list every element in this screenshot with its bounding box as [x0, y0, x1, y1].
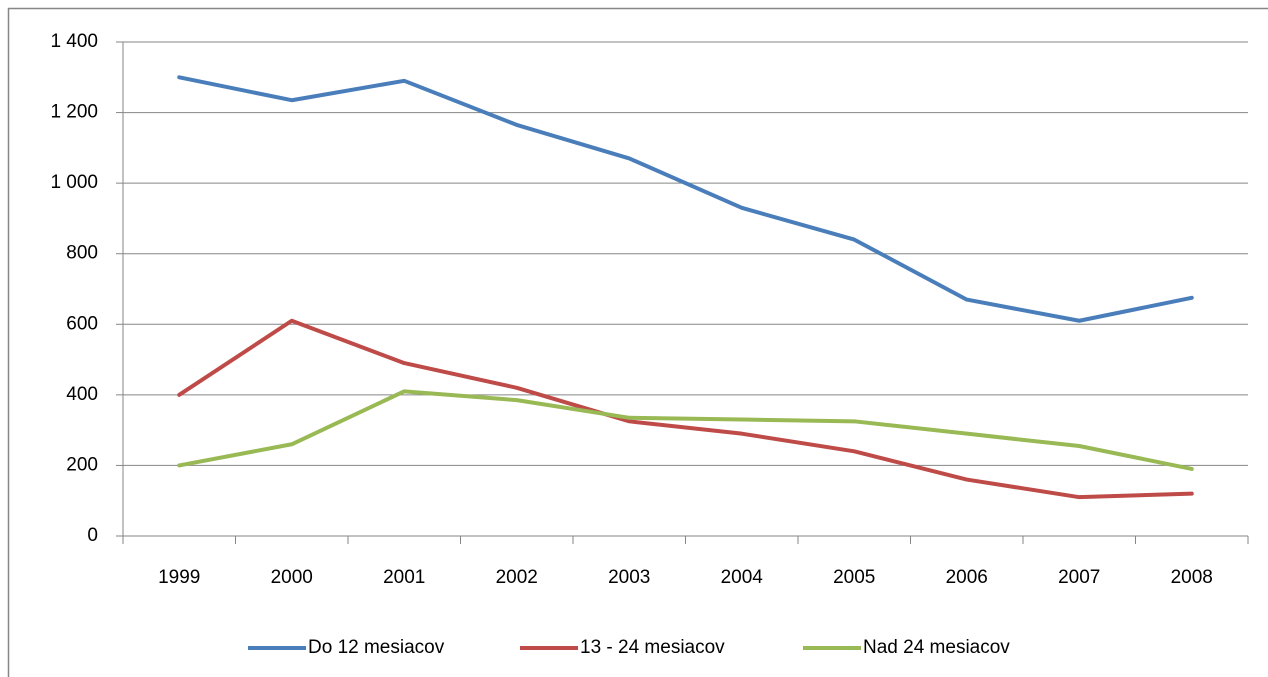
series-line — [177, 389, 1194, 471]
x-tick-label: 2007 — [1058, 567, 1100, 588]
y-tick-label: 1 000 — [50, 172, 98, 193]
legend-label: Nad 24 mesiacov — [863, 637, 1010, 658]
x-tick-label: 2004 — [721, 567, 764, 588]
chart-frame — [7, 7, 1268, 677]
x-tick-label: 2006 — [946, 567, 988, 588]
x-tick-label: 2001 — [383, 567, 425, 588]
x-tick-label: 2008 — [1171, 567, 1213, 588]
x-tick-label: 2003 — [608, 567, 650, 588]
y-tick-label: 0 — [87, 525, 98, 546]
y-tick-label: 1 200 — [50, 102, 98, 123]
y-tick-label: 200 — [66, 454, 98, 475]
x-tick-label: 2005 — [833, 567, 875, 588]
x-tick-label: 2000 — [271, 567, 313, 588]
series-line — [177, 75, 1194, 323]
y-tick-label: 800 — [66, 243, 98, 264]
y-tick-label: 1 400 — [50, 31, 98, 52]
legend-label: Do 12 mesiacov — [308, 637, 445, 658]
x-tick-label: 2002 — [496, 567, 538, 588]
legend-label: 13 - 24 mesiacov — [580, 637, 725, 658]
x-tick-label: 1999 — [158, 567, 200, 588]
series-line — [177, 318, 1194, 500]
y-tick-label: 600 — [66, 313, 98, 334]
y-tick-label: 400 — [66, 384, 98, 405]
